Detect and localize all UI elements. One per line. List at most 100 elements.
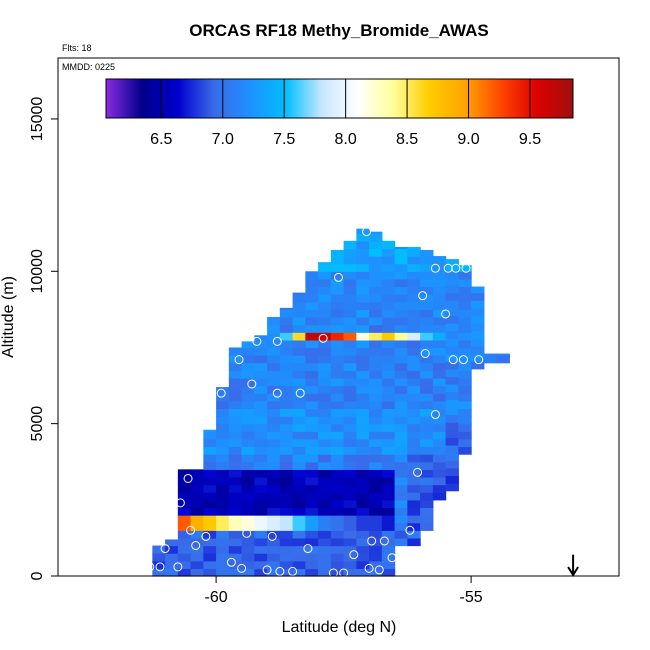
- heatmap-cell: [292, 355, 306, 364]
- heatmap-cell: [228, 400, 243, 410]
- heatmap-cell: [228, 492, 243, 501]
- heatmap-cell: [420, 309, 434, 318]
- sample-marker: [237, 563, 247, 573]
- sample-marker: [288, 566, 298, 576]
- heatmap-cell: [228, 545, 243, 554]
- heatmap-cell: [267, 362, 281, 371]
- heatmap-cell: [394, 416, 408, 425]
- colorbar-tick-label: 9.0: [457, 131, 479, 148]
- y-tick-label: 5000: [29, 406, 46, 442]
- plot-frame: [57, 57, 620, 577]
- heatmap-cell: [394, 423, 408, 432]
- heatmap-cell: [241, 553, 255, 562]
- sample-marker: [175, 498, 185, 508]
- heatmap-cell: [445, 467, 459, 477]
- sample-marker: [474, 355, 484, 365]
- heatmap-cell: [267, 317, 281, 326]
- heatmap-cell: [420, 271, 434, 280]
- heatmap-cell: [343, 507, 357, 516]
- heatmap-cell: [369, 484, 383, 493]
- heatmap-cell: [394, 309, 408, 318]
- heatmap-cell: [356, 309, 370, 318]
- heatmap-cell: [445, 259, 459, 263]
- heatmap-cell: [305, 522, 319, 531]
- heatmap-cell: [394, 454, 408, 463]
- heatmap-cell: [356, 294, 370, 303]
- heatmap-cell: [407, 339, 421, 349]
- heatmap-cell: [216, 400, 230, 410]
- heatmap-cell: [241, 385, 255, 394]
- heatmap-cell: [369, 408, 383, 417]
- heatmap-cell: [267, 492, 281, 501]
- heatmap-cell: [407, 454, 421, 463]
- heatmap-cell: [458, 294, 472, 303]
- heatmap-cell: [432, 309, 447, 318]
- heatmap-cell: [254, 560, 268, 569]
- heatmap-cell: [330, 408, 345, 417]
- heatmap-cell: [254, 492, 268, 501]
- heatmap-cell: [407, 492, 421, 501]
- sample-marker: [362, 227, 372, 237]
- colorbar: 6.5 7.0 7.5 8.0 8.5 9.0 9.5: [105, 78, 574, 148]
- heatmap-cell: [241, 347, 255, 356]
- heatmap-cell: [356, 438, 370, 448]
- heatmap-cell: [407, 393, 421, 402]
- sample-marker: [405, 525, 415, 535]
- heatmap-cell: [445, 315, 459, 324]
- heatmap-cell: [279, 416, 294, 425]
- heatmap-cell: [267, 347, 281, 356]
- heatmap-cell: [203, 507, 217, 516]
- heatmap-cell: [458, 324, 472, 333]
- heatmap-cell: [343, 286, 357, 295]
- heatmap-cell: [203, 522, 217, 531]
- heatmap-cell: [420, 416, 434, 425]
- heatmap-cell: [471, 315, 485, 324]
- heatmap-cell: [330, 545, 345, 554]
- heatmap-cell: [165, 560, 179, 569]
- heatmap-cell: [330, 393, 345, 402]
- heatmap-cell: [356, 332, 370, 341]
- heatmap-cell: [228, 408, 243, 417]
- heatmap-cell: [432, 416, 447, 425]
- heatmap-cell: [458, 438, 472, 448]
- heatmap-cell: [330, 537, 345, 547]
- heatmap-cell: [420, 423, 434, 432]
- heatmap-cell: [356, 515, 370, 524]
- heatmap-cell: [445, 277, 459, 286]
- heatmap-cell: [330, 522, 345, 531]
- heatmap-cell: [432, 408, 447, 417]
- heatmap-cell: [292, 476, 306, 486]
- heatmap-cell: [369, 317, 383, 326]
- heatmap-cell: [305, 317, 319, 326]
- heatmap-cell: [318, 499, 332, 509]
- heatmap-cell: [279, 408, 294, 417]
- heatmap-cell: [305, 271, 319, 280]
- sample-marker: [430, 263, 440, 273]
- heatmap-cell: [356, 271, 370, 280]
- heatmap-cell: [394, 385, 408, 394]
- heatmap-cell: [279, 446, 294, 455]
- heatmap-cell: [216, 387, 230, 394]
- heatmap-cell: [190, 492, 204, 501]
- heatmap-cell: [279, 377, 294, 387]
- heatmap-cell: [356, 469, 370, 478]
- heatmap-cell: [279, 438, 294, 448]
- heatmap-cell: [203, 429, 217, 432]
- heatmap-cell: [292, 370, 306, 379]
- heatmap-cell: [190, 522, 204, 531]
- heatmap-cell: [292, 339, 306, 349]
- heatmap-cell: [267, 423, 281, 432]
- heatmap-cell: [496, 355, 510, 364]
- heatmap-cell: [407, 248, 421, 257]
- heatmap-cell: [407, 377, 421, 387]
- heatmap-cell: [330, 249, 345, 257]
- heatmap-cell: [203, 469, 217, 478]
- heatmap-cell: [241, 400, 255, 410]
- heatmap-cell: [432, 400, 447, 410]
- heatmap-cell: [420, 301, 434, 310]
- heatmap-cell: [381, 339, 396, 349]
- heatmap-cell: [152, 568, 166, 577]
- colorbar-tick-label: 6.5: [150, 131, 172, 148]
- heatmap-cell: [356, 537, 370, 547]
